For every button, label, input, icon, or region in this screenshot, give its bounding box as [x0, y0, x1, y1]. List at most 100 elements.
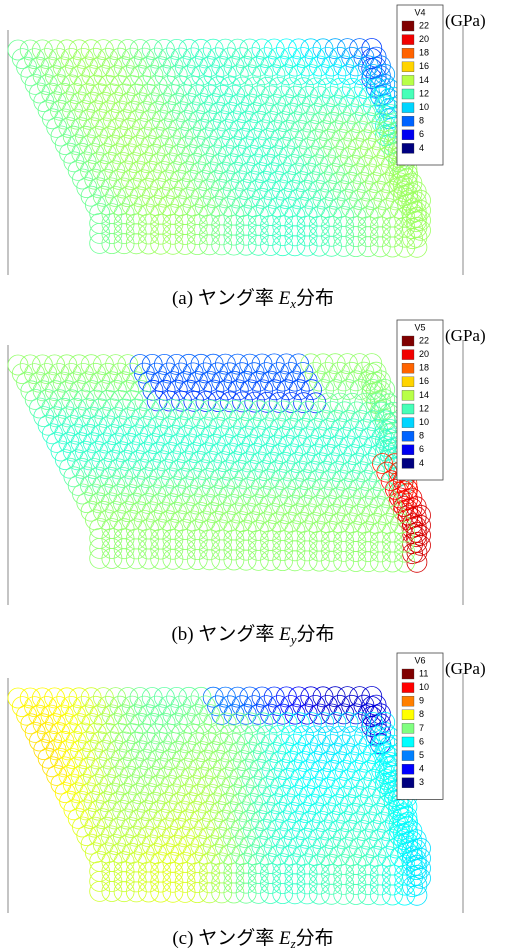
particle — [150, 203, 172, 225]
particle — [214, 353, 236, 375]
particle — [275, 162, 297, 184]
legend-tick-label: 22 — [419, 20, 429, 30]
particle — [252, 64, 274, 86]
legend-swatch — [401, 736, 415, 748]
legend-tick-label: 8 — [419, 116, 424, 126]
particle — [174, 204, 196, 225]
particle — [313, 379, 335, 401]
particle — [389, 198, 411, 219]
particle — [118, 740, 140, 761]
particle — [194, 510, 216, 532]
legend-title: V5 — [414, 322, 425, 332]
particle — [151, 757, 173, 779]
caption-subscript: x — [289, 296, 296, 311]
legend-tick-label: 22 — [419, 335, 429, 345]
particle — [163, 732, 185, 753]
particle — [223, 519, 245, 541]
particle — [252, 712, 274, 734]
legend-tick-label: 20 — [419, 349, 429, 359]
particle — [345, 206, 367, 228]
particle — [321, 853, 342, 875]
legend-swatch — [401, 682, 415, 693]
legend-tick-label: 7 — [419, 723, 424, 733]
legend-tick-label: 8 — [419, 709, 424, 719]
particle — [232, 391, 254, 413]
legend-swatch — [401, 668, 415, 680]
legend-swatch — [401, 116, 415, 127]
caption: (a) ヤング率 Ex分布 — [172, 287, 334, 311]
particle — [206, 818, 228, 839]
particle — [229, 119, 251, 141]
legend-swatch — [401, 88, 415, 100]
particle — [247, 520, 269, 541]
particle — [323, 163, 345, 184]
particle — [101, 203, 123, 225]
particle — [89, 851, 111, 872]
particle — [267, 196, 289, 218]
particle — [163, 399, 185, 421]
particle — [117, 501, 139, 523]
particle — [196, 101, 218, 123]
particle — [130, 64, 152, 86]
particle — [288, 64, 310, 86]
particle — [364, 461, 386, 483]
particle — [328, 486, 350, 508]
panel: V6 11 10 9 8 7 6 5 4 3 (GPa) (c) ヤング率 Ez分布 — [7, 652, 486, 950]
legend-tick-label: 16 — [419, 376, 429, 386]
particle — [125, 518, 147, 540]
particle — [95, 458, 117, 480]
particle — [186, 519, 208, 540]
particle — [161, 826, 183, 847]
particle — [58, 117, 80, 138]
particle — [211, 204, 233, 226]
particle — [325, 712, 347, 733]
particle — [227, 712, 249, 734]
particle — [93, 354, 114, 376]
legend-swatch — [401, 458, 415, 469]
particle — [62, 773, 84, 795]
caption-symbol: E — [278, 928, 291, 949]
particle — [223, 852, 245, 874]
particle — [290, 145, 312, 167]
caption: (c) ヤング率 Ez分布 — [172, 927, 333, 950]
particle — [349, 712, 371, 733]
particle — [57, 65, 78, 86]
legend-swatch — [401, 750, 415, 761]
particle — [162, 518, 184, 540]
particle — [235, 852, 257, 874]
particle — [120, 458, 142, 480]
particle-model — [7, 686, 431, 906]
particle — [186, 852, 208, 873]
legend-tick-label: 12 — [419, 88, 429, 98]
particle — [318, 418, 340, 440]
particle — [57, 713, 78, 734]
particle — [306, 443, 328, 465]
particle — [173, 800, 195, 822]
particle — [32, 65, 54, 87]
particle — [203, 379, 225, 401]
unit-label: (GPa) — [445, 659, 486, 678]
particle — [354, 392, 376, 414]
particle — [382, 521, 403, 543]
legend-tick-label: 5 — [419, 750, 424, 760]
particle — [313, 712, 335, 733]
legend-swatch — [401, 723, 415, 734]
particle — [309, 400, 331, 422]
legend-swatch — [401, 20, 415, 32]
legend-tick-label: 12 — [419, 403, 429, 413]
particle — [296, 853, 318, 875]
particle — [264, 379, 286, 401]
particle — [394, 521, 416, 543]
legend-swatch — [401, 777, 415, 788]
particle — [168, 144, 190, 165]
caption-text: ヤング率 — [198, 927, 274, 949]
legend-swatch — [401, 376, 415, 387]
particle — [153, 160, 175, 182]
particle — [125, 203, 147, 225]
legend-tick-label: 20 — [419, 34, 429, 44]
particle — [138, 851, 159, 873]
particle — [201, 161, 223, 183]
particle — [71, 142, 93, 164]
particle — [406, 531, 428, 553]
